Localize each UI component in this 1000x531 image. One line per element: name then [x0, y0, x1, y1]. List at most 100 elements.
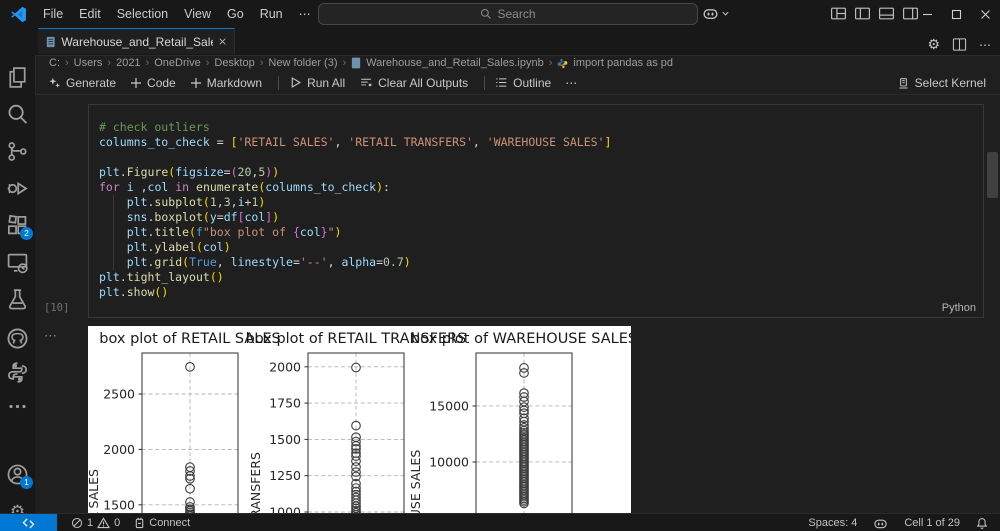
cell-language-picker[interactable]: Python — [941, 302, 976, 314]
activity-bar: 2 — [0, 28, 36, 526]
extensions-icon[interactable]: 2 — [6, 214, 33, 240]
vscode-logo-icon — [11, 6, 26, 22]
breadcrumb: C: › Users › 2021 › OneDrive › Desktop ›… — [49, 57, 674, 69]
toolbar-divider — [484, 75, 486, 90]
notebook-toolbar: Generate Code Markdown Run All Clear All… — [35, 71, 1000, 95]
menu-run[interactable]: Run — [259, 7, 283, 21]
menu-edit[interactable]: Edit — [79, 7, 101, 21]
title-bar: File Edit Selection View Go Run ⋯ ← → Se… — [0, 0, 1000, 29]
search-icon — [481, 8, 492, 19]
svg-text:2000: 2000 — [103, 442, 135, 457]
explorer-icon[interactable] — [6, 66, 29, 89]
remote-explorer-icon[interactable] — [6, 251, 29, 274]
cell-position-indicator[interactable]: Cell 1 of 29 — [904, 517, 960, 529]
copilot-icon — [703, 9, 718, 19]
status-bar: 1 0 Connect Spaces: 4 Cell 1 of 29 — [0, 513, 1000, 531]
tab-close-icon[interactable] — [219, 37, 226, 46]
spaces-indicator[interactable]: Spaces: 4 — [808, 517, 858, 529]
source-control-icon[interactable] — [6, 140, 29, 163]
svg-text:WAREHOUSE SALES: WAREHOUSE SALES — [408, 450, 423, 513]
breadcrumb-item[interactable]: New folder (3) — [268, 57, 338, 69]
subplot-2: 1000 1250 1500 1750 2000 box plot of RETAIL T… — [246, 331, 466, 514]
window-maximize-button[interactable] — [942, 0, 971, 28]
tab-strip: Warehouse_and_Retail_Sales.ipynb ⚙ ⋯ — [35, 28, 1000, 56]
plus-icon — [131, 77, 142, 88]
menu-go[interactable]: Go — [227, 7, 244, 21]
svg-text:box plot of WAREHOUSE SALES: box plot of WAREHOUSE SALES — [411, 331, 631, 347]
add-code-cell-button[interactable]: Code — [130, 76, 176, 90]
tab-warehouse-notebook[interactable]: Warehouse_and_Retail_Sales.ipynb — [38, 28, 235, 54]
chevron-down-icon — [722, 11, 729, 16]
sparkle-icon — [49, 77, 61, 88]
figure-output: 1500 2000 2500 box plot of RETAIL SALES RETA… — [88, 326, 631, 513]
svg-text:1750: 1750 — [269, 396, 301, 411]
toolbar-more-button[interactable]: ⋯ — [565, 75, 579, 90]
breadcrumb-item-symbol[interactable]: import pandas as pd — [573, 57, 674, 69]
notebook-settings-gear-icon[interactable]: ⚙ — [927, 36, 940, 52]
connect-button[interactable]: Connect — [134, 517, 190, 529]
toggle-secondary-sidebar-icon[interactable] — [902, 5, 919, 22]
split-editor-icon[interactable] — [952, 37, 967, 52]
output-more-actions-icon[interactable]: ⋯ — [44, 328, 58, 343]
breadcrumb-item[interactable]: OneDrive — [154, 57, 201, 69]
menu-file[interactable]: File — [43, 7, 64, 21]
remote-icon — [22, 517, 35, 529]
python-extension-icon[interactable] — [6, 361, 29, 384]
outline-icon — [496, 78, 507, 87]
svg-text:box plot of RETAIL TRANSFERS: box plot of RETAIL TRANSFERS — [246, 331, 467, 347]
svg-text:1000: 1000 — [269, 505, 301, 514]
window-minimize-button[interactable] — [913, 0, 942, 28]
outline-button[interactable]: Outline — [495, 76, 551, 90]
svg-text:2500: 2500 — [103, 386, 135, 401]
tab-label: Warehouse_and_Retail_Sales.ipynb — [61, 34, 213, 49]
code-lines[interactable]: # check outliers columns_to_check = ['RET… — [99, 120, 612, 299]
kernel-icon — [899, 77, 908, 88]
search-placeholder: Search — [497, 7, 536, 21]
generate-button[interactable]: Generate — [48, 76, 116, 90]
run-all-button[interactable]: Run All — [289, 76, 345, 90]
copilot-menu-button[interactable] — [702, 5, 730, 22]
activity-more-icon[interactable] — [6, 395, 29, 418]
indent-guide — [113, 195, 114, 270]
breadcrumb-item[interactable]: 2021 — [116, 57, 141, 69]
editor-more-actions-icon[interactable]: ⋯ — [979, 37, 992, 52]
toggle-panel-icon[interactable] — [878, 5, 895, 22]
customize-layout-icon[interactable] — [830, 5, 847, 22]
warnings-icon — [97, 517, 111, 529]
testing-icon[interactable] — [6, 288, 29, 311]
notebook-file-icon — [351, 57, 361, 69]
svg-text:5000: 5000 — [437, 510, 469, 513]
code-cell[interactable] — [88, 104, 984, 318]
accounts-icon[interactable]: 1 — [6, 463, 33, 489]
scrollbar-thumb[interactable] — [987, 152, 998, 198]
problems-indicator[interactable]: 1 0 — [71, 517, 120, 529]
add-markdown-cell-button[interactable]: Markdown — [190, 76, 262, 90]
breadcrumb-item[interactable]: C: — [49, 57, 60, 69]
menu-more-button[interactable]: ⋯ — [298, 7, 311, 21]
search-sidebar-icon[interactable] — [6, 103, 29, 126]
select-kernel-button[interactable]: Select Kernel — [897, 71, 986, 95]
run-debug-icon[interactable] — [6, 177, 29, 200]
window-close-button[interactable] — [971, 0, 1000, 28]
clear-outputs-icon — [361, 78, 372, 87]
extensions-badge: 2 — [20, 227, 33, 240]
clear-all-outputs-button[interactable]: Clear All Outputs — [359, 76, 468, 90]
menu-selection[interactable]: Selection — [116, 7, 169, 21]
menu-view[interactable]: View — [184, 7, 212, 21]
notebook-editor: # check outliers columns_to_check = ['RET… — [35, 95, 1000, 513]
notifications-bell-icon[interactable] — [976, 517, 988, 530]
svg-text:2000: 2000 — [269, 359, 301, 374]
breadcrumb-item[interactable]: Desktop — [214, 57, 255, 69]
python-file-icon — [558, 58, 568, 68]
toggle-primary-sidebar-icon[interactable] — [854, 5, 871, 22]
toolbar-divider — [278, 75, 280, 90]
github-icon[interactable] — [6, 327, 29, 350]
copilot-status-icon[interactable] — [873, 516, 888, 531]
subplot-1: 1500 2000 2500 box plot of RETAIL SALES RETA… — [88, 331, 281, 513]
svg-text:1250: 1250 — [269, 468, 301, 483]
remote-indicator[interactable] — [0, 514, 57, 531]
command-center-search[interactable]: Search — [318, 3, 698, 25]
breadcrumb-item-filename[interactable]: Warehouse_and_Retail_Sales.ipynb — [366, 57, 544, 69]
breadcrumb-item[interactable]: Users — [73, 57, 103, 69]
